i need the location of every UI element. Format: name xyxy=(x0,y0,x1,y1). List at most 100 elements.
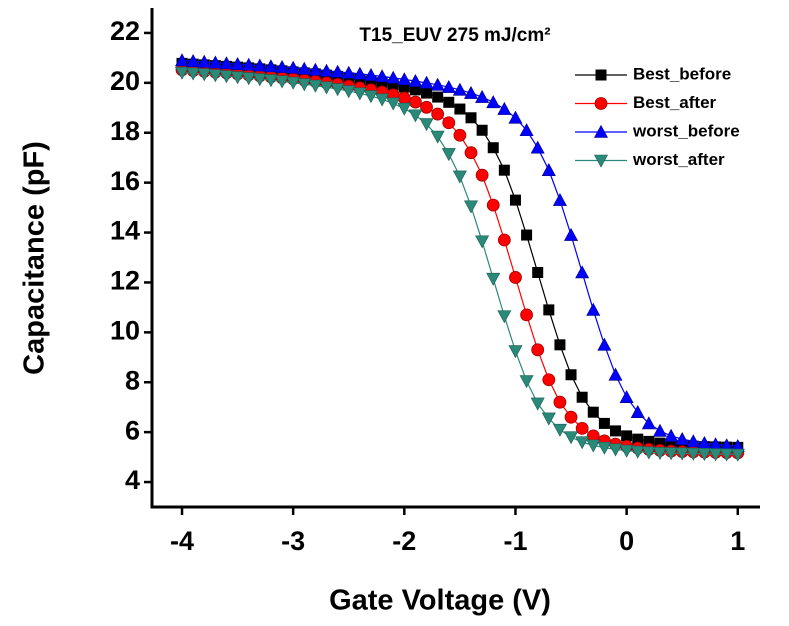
marker xyxy=(175,66,190,80)
marker xyxy=(598,417,610,429)
marker xyxy=(586,439,601,453)
marker xyxy=(630,405,645,418)
marker xyxy=(597,337,612,351)
marker xyxy=(554,339,566,351)
marker xyxy=(219,56,234,70)
marker xyxy=(619,390,634,404)
marker xyxy=(608,443,623,457)
marker xyxy=(486,95,501,109)
marker xyxy=(486,272,501,286)
marker xyxy=(675,432,690,445)
marker xyxy=(421,87,433,99)
marker xyxy=(575,436,590,450)
marker xyxy=(497,310,512,324)
marker xyxy=(454,103,466,115)
marker xyxy=(409,84,421,96)
marker xyxy=(352,87,367,101)
marker xyxy=(521,229,533,241)
marker xyxy=(241,72,256,86)
marker xyxy=(630,445,645,459)
x-tick-label: 1 xyxy=(730,526,745,556)
marker xyxy=(508,345,523,359)
marker xyxy=(576,391,588,403)
marker xyxy=(442,116,456,130)
marker xyxy=(175,53,190,67)
marker xyxy=(453,128,467,142)
marker xyxy=(398,81,410,93)
marker xyxy=(621,430,633,442)
marker xyxy=(564,431,579,445)
marker xyxy=(397,102,412,116)
marker xyxy=(475,89,490,103)
marker xyxy=(419,75,434,89)
marker xyxy=(408,109,423,123)
marker xyxy=(641,416,656,430)
marker xyxy=(486,198,500,212)
x-tick-label: -1 xyxy=(503,526,527,556)
marker xyxy=(487,142,499,154)
x-tick-label: 0 xyxy=(619,526,634,556)
marker xyxy=(552,423,567,437)
marker xyxy=(263,59,278,73)
y-axis-label: Capacitance (pF) xyxy=(19,141,51,375)
marker xyxy=(375,93,390,107)
legend-marker xyxy=(593,124,609,138)
marker xyxy=(553,395,567,409)
marker xyxy=(552,192,567,206)
marker xyxy=(252,58,267,72)
x-axis-label: Gate Voltage (V) xyxy=(329,585,551,617)
legend-label: Best_after xyxy=(633,93,717,112)
y-tick-label: 18 xyxy=(110,116,140,146)
marker xyxy=(375,69,390,83)
marker xyxy=(643,435,655,447)
marker xyxy=(397,72,412,86)
marker xyxy=(532,266,544,278)
marker xyxy=(431,107,445,121)
y-tick-label: 4 xyxy=(125,465,140,495)
marker xyxy=(208,69,223,83)
marker xyxy=(542,373,556,387)
marker xyxy=(664,447,679,461)
marker xyxy=(275,60,290,73)
marker xyxy=(464,200,479,214)
marker xyxy=(330,83,345,97)
marker xyxy=(452,170,467,184)
y-tick-label: 22 xyxy=(110,16,140,46)
marker xyxy=(308,79,323,93)
marker xyxy=(498,164,510,176)
marker xyxy=(186,67,201,81)
marker xyxy=(408,73,423,87)
marker xyxy=(241,57,256,71)
marker xyxy=(719,448,734,462)
marker xyxy=(430,77,445,91)
marker xyxy=(419,118,434,132)
legend-label: worst_before xyxy=(632,121,740,140)
marker xyxy=(564,227,579,241)
marker xyxy=(597,441,612,455)
marker xyxy=(675,447,690,461)
y-tick-label: 8 xyxy=(125,365,140,395)
marker xyxy=(530,140,545,154)
marker xyxy=(497,233,511,247)
marker xyxy=(508,110,523,124)
marker xyxy=(263,74,278,88)
marker xyxy=(409,95,422,109)
marker xyxy=(565,369,577,381)
marker xyxy=(230,57,245,70)
marker xyxy=(610,425,622,437)
marker xyxy=(519,123,534,137)
y-tick-label: 14 xyxy=(110,216,140,246)
marker xyxy=(575,265,590,279)
marker xyxy=(531,343,545,357)
marker xyxy=(564,410,578,424)
marker xyxy=(652,423,667,437)
marker xyxy=(587,406,599,418)
marker xyxy=(341,85,356,99)
marker xyxy=(575,422,589,435)
marker xyxy=(363,67,378,81)
x-tick-label: -3 xyxy=(281,526,305,556)
legend-marker xyxy=(595,69,607,81)
marker xyxy=(386,97,401,111)
marker xyxy=(252,73,267,87)
